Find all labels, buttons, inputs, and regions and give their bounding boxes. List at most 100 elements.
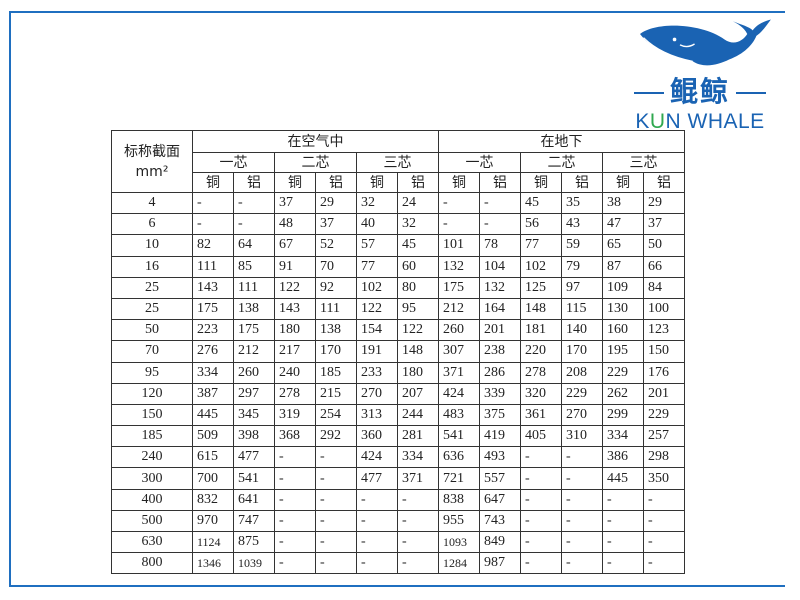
ampacity-cell: 160 [602, 319, 644, 342]
ampacity-cell: 832 [192, 488, 234, 511]
ampacity-cell: 509 [192, 425, 234, 448]
ampacity-cell: - [643, 509, 685, 533]
ampacity-cell: - [520, 509, 562, 533]
ampacity-cell: 838 [438, 488, 480, 511]
ampacity-cell: 405 [520, 425, 562, 448]
table-row: 300 700 541- -477 371 721 557- -445 350 [111, 467, 685, 490]
ampacity-cell: 122 [397, 319, 439, 342]
cross-section-cell: 300 [111, 467, 193, 490]
ampacity-cell: 262 [602, 382, 644, 405]
ampacity-cell: 40 [356, 213, 398, 236]
ampacity-cell: - [274, 467, 316, 490]
ampacity-cell: 181 [520, 319, 562, 342]
ampacity-cell: 260 [438, 319, 480, 342]
table-row: 400 832 641- - - -838 647- - - - [111, 488, 685, 511]
ampacity-cell: 101 [438, 234, 480, 257]
core-header: 三芯 [356, 152, 439, 173]
ampacity-cell: 37 [643, 213, 685, 236]
ampacity-cell: 217 [274, 340, 316, 363]
table-row: 4- -37 29 32 24- -45 35 38 29 [111, 191, 685, 215]
ampacity-cell: 292 [315, 425, 357, 448]
material-header: 铜 [602, 172, 644, 193]
ampacity-cell: 334 [192, 361, 234, 384]
material-header: 铝 [397, 172, 439, 193]
ampacity-cell: 310 [561, 425, 603, 448]
ampacity-cell: 229 [602, 361, 644, 384]
material-header: 铜 [192, 172, 234, 193]
corner-header: 标称截面 mm² [111, 130, 193, 193]
cross-section-cell: 185 [111, 425, 193, 448]
ampacity-cell: 339 [479, 382, 521, 405]
ampacity-cell: 180 [397, 361, 439, 384]
ampacity-cell: 1093 [438, 530, 480, 554]
ampacity-cell: - [520, 552, 562, 575]
ampacity-cell: - [643, 530, 685, 554]
ampacity-cell: 238 [479, 340, 521, 363]
ampacity-cell: 52 [315, 234, 357, 257]
table-row: 25 175 138 143 111 122 95 212 164 148 115 130 100 [111, 297, 685, 321]
table-row: 10 82 64 67 52 57 45 101 78 77 59 65 50 [111, 234, 685, 257]
material-header: 铝 [315, 172, 357, 193]
ampacity-cell: 122 [274, 276, 316, 299]
ampacity-cell: 60 [397, 255, 439, 278]
ampacity-cell: 122 [356, 297, 398, 321]
ampacity-cell: 29 [643, 191, 685, 215]
ampacity-cell: 278 [520, 361, 562, 384]
ampacity-cell: 70 [315, 255, 357, 278]
ampacity-cell: 180 [274, 319, 316, 342]
ampacity-cell: 270 [356, 382, 398, 405]
ampacity-cell: 220 [520, 340, 562, 363]
ampacity-cell: 386 [602, 446, 644, 469]
ampacity-cell: 371 [438, 361, 480, 384]
table-row: 800 1346 1039- - - -1284 987- - - - [111, 552, 685, 575]
cross-section-cell: 10 [111, 234, 193, 257]
ampacity-cell: 334 [602, 425, 644, 448]
ampacity-cell: 32 [397, 213, 439, 236]
ampacity-cell: 229 [643, 403, 685, 427]
ampacity-cell: 270 [561, 403, 603, 427]
cross-section-cell: 800 [111, 552, 193, 575]
ampacity-cell: - [274, 446, 316, 469]
ampacity-cell: 77 [520, 234, 562, 257]
ampacity-cell: 361 [520, 403, 562, 427]
ampacity-cell: 143 [274, 297, 316, 321]
ampacity-cell: 276 [192, 340, 234, 363]
ampacity-cell: 445 [192, 403, 234, 427]
ampacity-cell: 286 [479, 361, 521, 384]
ampacity-cell: 747 [233, 509, 275, 533]
material-header: 铝 [643, 172, 685, 193]
ampacity-cell: 477 [356, 467, 398, 490]
cross-section-cell: 240 [111, 446, 193, 469]
ampacity-cell: 185 [315, 361, 357, 384]
ampacity-cell: - [520, 446, 562, 469]
cross-section-cell: 120 [111, 382, 193, 405]
ampacity-cell: 201 [479, 319, 521, 342]
ampacity-cell: 164 [479, 297, 521, 321]
ampacity-cell: - [192, 191, 234, 215]
ampacity-cell: 32 [356, 191, 398, 215]
ampacity-cell: 743 [479, 509, 521, 533]
header-row-materials: 铜铝铜铝铜铝铜铝铜铝铜铝 [112, 172, 685, 193]
ampacity-cell: 700 [192, 467, 234, 490]
ampacity-cell: 260 [233, 361, 275, 384]
ampacity-cell: - [520, 467, 562, 490]
ampacity-cell: - [397, 552, 439, 575]
ampacity-cell: 297 [233, 382, 275, 405]
ampacity-cell: 849 [479, 530, 521, 554]
ampacity-cell: 138 [315, 319, 357, 342]
ampacity-cell: 57 [356, 234, 398, 257]
logo-chinese-name: 鲲鲸 [612, 76, 788, 108]
material-header: 铝 [479, 172, 521, 193]
ampacity-cell: 154 [356, 319, 398, 342]
ampacity-cell: 77 [356, 255, 398, 278]
ampacity-cell: 371 [397, 467, 439, 490]
core-header: 一芯 [438, 152, 521, 173]
ampacity-cell: 223 [192, 319, 234, 342]
ampacity-cell: 104 [479, 255, 521, 278]
ampacity-cell: 91 [274, 255, 316, 278]
ampacity-cell: 109 [602, 276, 644, 299]
table-row: 70 276 212 217 170 191 148 307 238 220 170 195 150 [111, 340, 685, 363]
table-row: 25 143 111 122 92 102 80 175 132 125 97 109 84 [111, 276, 685, 299]
ampacity-cell: 45 [520, 191, 562, 215]
ampacity-cell: 483 [438, 403, 480, 427]
